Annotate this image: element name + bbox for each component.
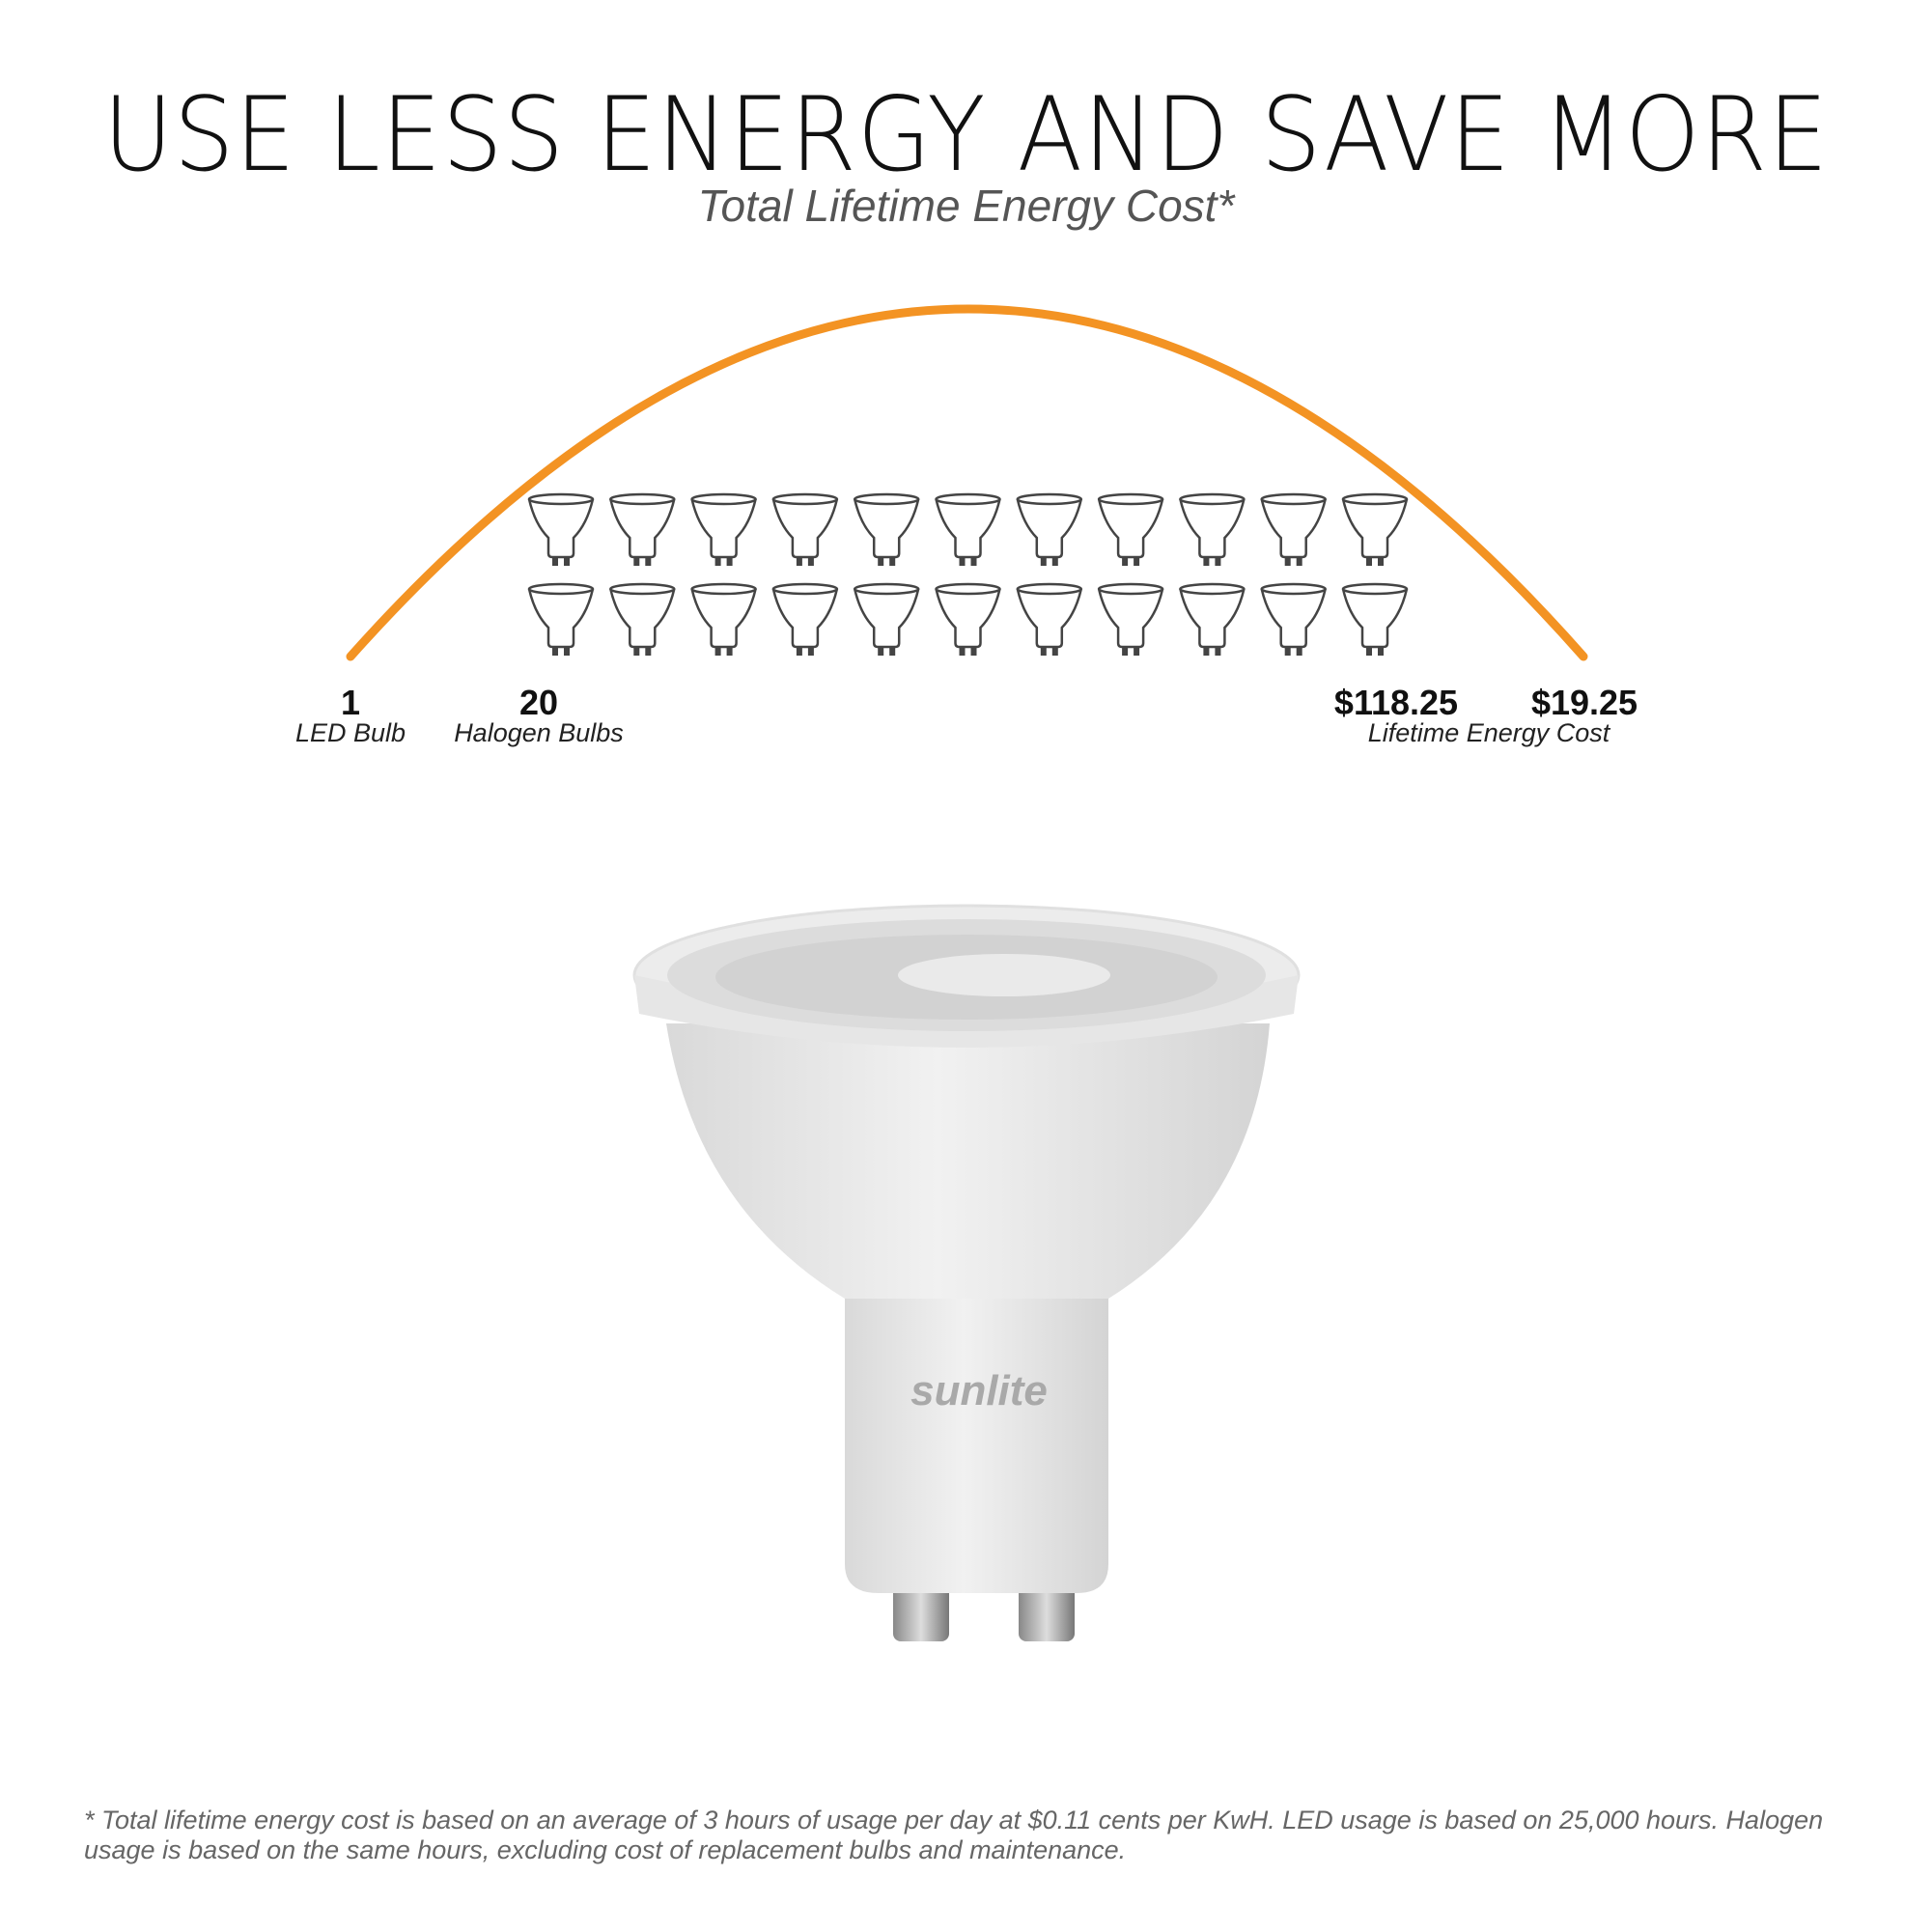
- halogen-bulb-icon: [1260, 582, 1327, 656]
- halogen-bulb-icon: [935, 582, 1001, 656]
- halogen-bulb-icon: [1179, 582, 1246, 656]
- halogen-bulb-icon: [1097, 492, 1164, 566]
- halogen-bulb-icon: [690, 582, 757, 656]
- halogen-count: 20: [518, 683, 559, 722]
- halogen-bulb-icon: [527, 582, 595, 656]
- halogen-bulb-icon: [1016, 582, 1083, 656]
- cost-label: Lifetime Energy Cost: [1367, 718, 1610, 747]
- page-title: USE LESS ENERGY AND SAVE MORE: [102, 75, 1830, 194]
- footnote: * Total lifetime energy cost is based on…: [84, 1806, 1824, 1864]
- bulb-pin-left: [893, 1583, 949, 1641]
- led-cost: $19.25: [1530, 683, 1638, 722]
- halogen-bulb-icon: [853, 492, 920, 566]
- halogen-bulb-icon: [771, 582, 839, 656]
- halogen-bulb-icon: [1179, 492, 1246, 566]
- halogen-label: Halogen Bulbs: [454, 718, 624, 747]
- halogen-bulb-icon: [1260, 492, 1327, 566]
- halogen-bulb-icon: [1341, 492, 1409, 566]
- halogen-bulb-icon: [609, 492, 676, 566]
- bulb-pin-right: [1019, 1583, 1075, 1641]
- halogen-bulb-icon: [1016, 492, 1083, 566]
- halogen-bulb-icon: [690, 492, 757, 566]
- halogen-bulb-icon: [771, 492, 839, 566]
- halogen-cost: $118.25: [1333, 683, 1459, 722]
- halogen-bulb-icon: [609, 582, 676, 656]
- halogen-bulb-icon: [1097, 582, 1164, 656]
- halogen-bulb-icon: [853, 582, 920, 656]
- brand-logo: sunlite: [910, 1367, 1048, 1414]
- led-count: 1: [340, 683, 361, 722]
- led-label: LED Bulb: [294, 718, 406, 747]
- halogen-bulb-icon: [935, 492, 1001, 566]
- halogen-bulb-icon: [1341, 582, 1409, 656]
- page-subtitle: Total Lifetime Energy Cost*: [697, 181, 1235, 231]
- halogen-bulb-icon: [527, 492, 595, 566]
- comparison-arc: [346, 304, 1588, 661]
- product-bulb-image: [632, 904, 1301, 1641]
